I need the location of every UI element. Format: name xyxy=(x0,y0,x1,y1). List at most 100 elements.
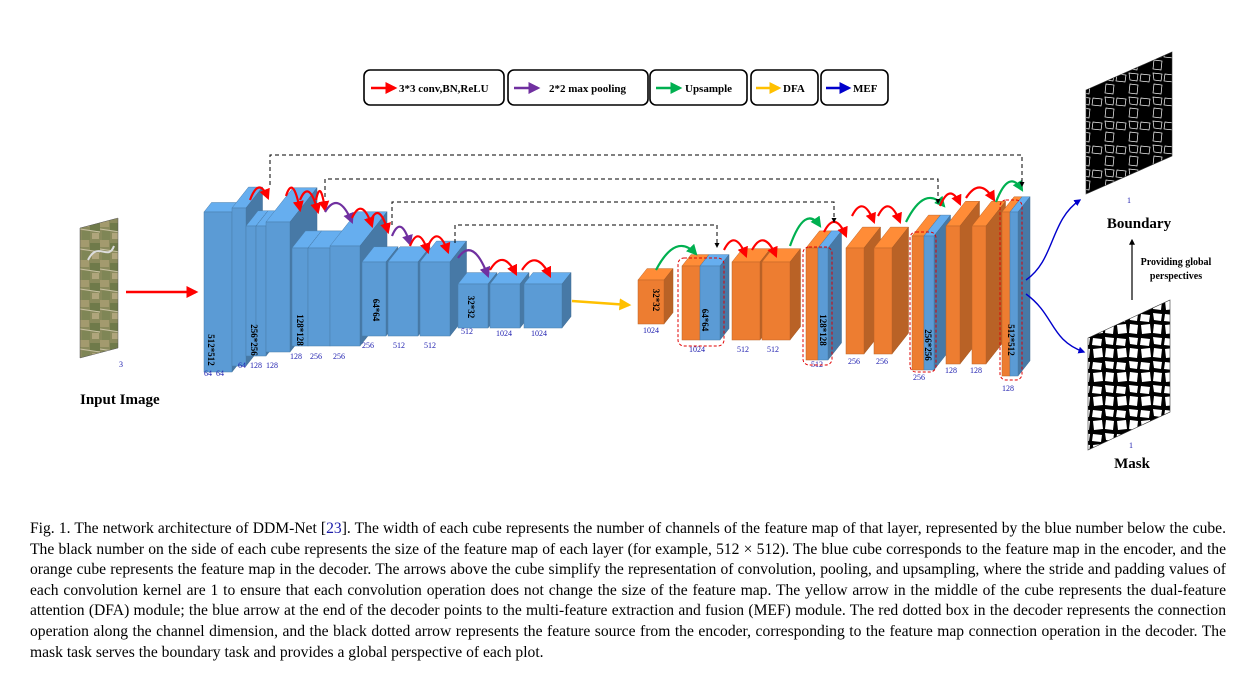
caption-prefix: Fig. 1. The network architecture of DDM-… xyxy=(30,520,327,537)
red-operation-arrow xyxy=(368,211,391,235)
channel-label: 128 xyxy=(970,366,982,375)
channel-label: 256 xyxy=(848,357,860,366)
channel-label: 256 xyxy=(333,352,345,361)
red-operation-arrow xyxy=(408,235,431,255)
purple-operation-arrow xyxy=(457,249,491,279)
size-label: 32*32 xyxy=(651,289,661,312)
relation-line-1: Providing global xyxy=(1141,257,1212,268)
mask-channels: 1 xyxy=(1129,441,1133,450)
feature-map-cubes xyxy=(203,186,1031,377)
concat-box-64 xyxy=(677,257,725,347)
legend-pool-label: 2*2 max pooling xyxy=(549,83,627,95)
size-label: 32*32 xyxy=(466,296,476,319)
green-operation-arrow xyxy=(788,215,822,247)
legend: 3*3 conv,BN,ReLU 2*2 max pooling Upsampl… xyxy=(363,69,889,106)
legend-item-pool: 2*2 max pooling xyxy=(507,69,649,106)
channel-label: 1024 xyxy=(643,326,659,335)
red-operation-arrow xyxy=(751,239,778,259)
dec4-cube-4 xyxy=(971,200,1007,365)
red-operation-arrow xyxy=(489,258,517,276)
boundary-channels: 1 xyxy=(1127,196,1131,205)
legend-upsample-label: Upsample xyxy=(685,83,732,95)
dec1-cube-1 xyxy=(637,267,674,325)
red-operation-arrow xyxy=(851,205,876,225)
legend-item-dfa: DFA xyxy=(750,69,819,106)
legend-item-upsample: Upsample xyxy=(649,69,748,106)
concat-boxes xyxy=(677,199,1023,381)
red-operation-arrow xyxy=(426,235,451,255)
mef-arrows xyxy=(1025,199,1086,354)
channel-label: 128 xyxy=(266,361,278,370)
dec2-cube-4 xyxy=(761,247,802,341)
network-diagram: 3*3 conv,BN,ReLU 2*2 max pooling Upsampl… xyxy=(79,51,1212,472)
caption-ref-link[interactable]: 23 xyxy=(326,520,342,537)
channel-label: 256 xyxy=(362,341,374,350)
channel-label: 256 xyxy=(913,373,925,382)
green-operation-arrow xyxy=(655,243,698,271)
mask-output: 1 Mask xyxy=(1087,299,1171,472)
operation-arrows xyxy=(248,179,1024,279)
channel-label: 1024 xyxy=(496,329,512,338)
skip-connections xyxy=(269,154,1025,248)
size-labels: 512*512 256*256 128*128 64*64 32*32 32*32 64*6… xyxy=(206,289,1016,367)
legend-dfa-label: DFA xyxy=(783,83,805,95)
red-operation-arrow xyxy=(938,192,962,207)
input-image-title: Input Image xyxy=(80,392,160,408)
legend-item-mef: MEF xyxy=(820,69,889,106)
size-label: 512*512 xyxy=(206,334,216,366)
red-operation-arrow xyxy=(248,186,270,201)
red-operation-arrow xyxy=(877,205,902,225)
figure-caption: Fig. 1. The network architecture of DDM-… xyxy=(30,519,1226,663)
red-operation-arrow xyxy=(284,186,304,213)
enc5-cube-2 xyxy=(489,271,530,329)
channel-labels: 64 64 64 128 128 128 256 256 256 512 512 512 1024 102… xyxy=(204,326,1014,393)
size-label: 256*256 xyxy=(923,329,933,361)
channel-label: 1024 xyxy=(689,345,705,354)
mask-title: Mask xyxy=(1114,456,1150,472)
input-image: 3 Input Image xyxy=(79,217,160,408)
channel-label: 1024 xyxy=(531,329,547,338)
concat-box-512 xyxy=(999,199,1023,381)
channel-label: 512 xyxy=(737,345,749,354)
size-label: 512*512 xyxy=(1006,324,1016,356)
red-operation-arrow xyxy=(723,239,748,259)
red-operation-arrow xyxy=(314,189,330,213)
size-label: 256*256 xyxy=(249,324,259,356)
dfa-arrow xyxy=(571,298,632,311)
channel-label: 512 xyxy=(393,341,405,350)
size-label: 128*128 xyxy=(818,314,828,346)
red-operation-arrow xyxy=(965,186,996,202)
channel-label: 128 xyxy=(1002,384,1014,393)
mef-arrow-boundary xyxy=(1025,199,1082,281)
channel-label: 512 xyxy=(461,327,473,336)
relation-line-2: perspectives xyxy=(1150,271,1202,282)
skip-arrow-256 xyxy=(324,178,941,204)
red-operation-arrow xyxy=(521,259,551,278)
channel-label: 64 xyxy=(216,369,224,378)
concat-box-128 xyxy=(802,246,833,366)
channel-label: 64 xyxy=(238,361,246,370)
enc4-cube-3 xyxy=(419,240,468,337)
skip-arrow-512 xyxy=(269,154,1025,187)
caption-body: ]. The width of each cube represents the… xyxy=(30,520,1226,661)
input-channels: 3 xyxy=(119,360,123,369)
size-label: 64*64 xyxy=(700,309,710,332)
enc5-cube-3 xyxy=(523,271,572,329)
channel-label: 512 xyxy=(424,341,436,350)
red-operation-arrow xyxy=(298,190,322,215)
dec3-cube-2 xyxy=(817,230,843,361)
channel-label: 128 xyxy=(250,361,262,370)
legend-item-conv: 3*3 conv,BN,ReLU xyxy=(363,69,505,106)
dec2-cube-2 xyxy=(699,253,730,341)
dec3-cube-4 xyxy=(873,226,910,355)
channel-label: 256 xyxy=(310,352,322,361)
legend-mef-label: MEF xyxy=(853,83,878,95)
channel-label: 64 xyxy=(204,369,212,378)
skip-arrow-128 xyxy=(391,201,837,225)
boundary-output: 1 Boundary xyxy=(1085,51,1173,232)
channel-label: 128 xyxy=(945,366,957,375)
channel-label: 256 xyxy=(876,357,888,366)
dec5-cube-2 xyxy=(1009,196,1031,377)
channel-label: 512 xyxy=(767,345,779,354)
legend-conv-label: 3*3 conv,BN,ReLU xyxy=(399,83,489,95)
